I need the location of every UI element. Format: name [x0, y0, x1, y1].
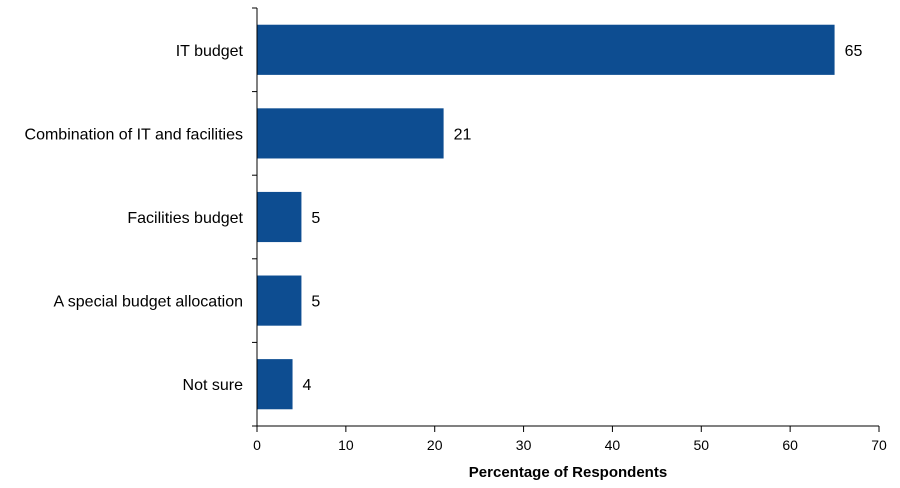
x-tick-label: 70	[871, 437, 887, 453]
data-label: 65	[845, 43, 863, 60]
bar	[257, 191, 302, 243]
x-axis-ticks: 0 10 20 30 40 50 60 70	[253, 426, 887, 453]
bar	[257, 108, 444, 159]
category-label: Combination of IT and facilities	[25, 126, 243, 143]
data-label: 5	[311, 294, 320, 311]
category-label: Not sure	[183, 377, 244, 394]
x-tick-label: 20	[427, 437, 443, 453]
x-tick-label: 60	[782, 437, 798, 453]
data-label: 5	[311, 210, 320, 227]
bars-group	[257, 24, 835, 410]
category-label: Facilities budget	[127, 210, 243, 227]
data-label: 21	[454, 126, 472, 143]
x-tick-label: 40	[605, 437, 621, 453]
category-labels: IT budget Combination of IT and facilitie…	[25, 43, 244, 394]
category-label: A special budget allocation	[54, 294, 243, 311]
x-tick-label: 50	[693, 437, 709, 453]
bar	[257, 24, 835, 75]
x-tick-label: 0	[253, 437, 261, 453]
bar	[257, 275, 302, 326]
x-tick-label: 10	[338, 437, 354, 453]
x-axis-title: Percentage of Respondents	[469, 464, 667, 481]
data-label: 4	[303, 377, 312, 394]
category-label: IT budget	[176, 43, 244, 60]
bar	[257, 359, 293, 410]
y-axis-ticks	[252, 7, 257, 427]
x-tick-label: 30	[516, 437, 532, 453]
value-labels: 65 21 5 5 4	[303, 43, 863, 394]
